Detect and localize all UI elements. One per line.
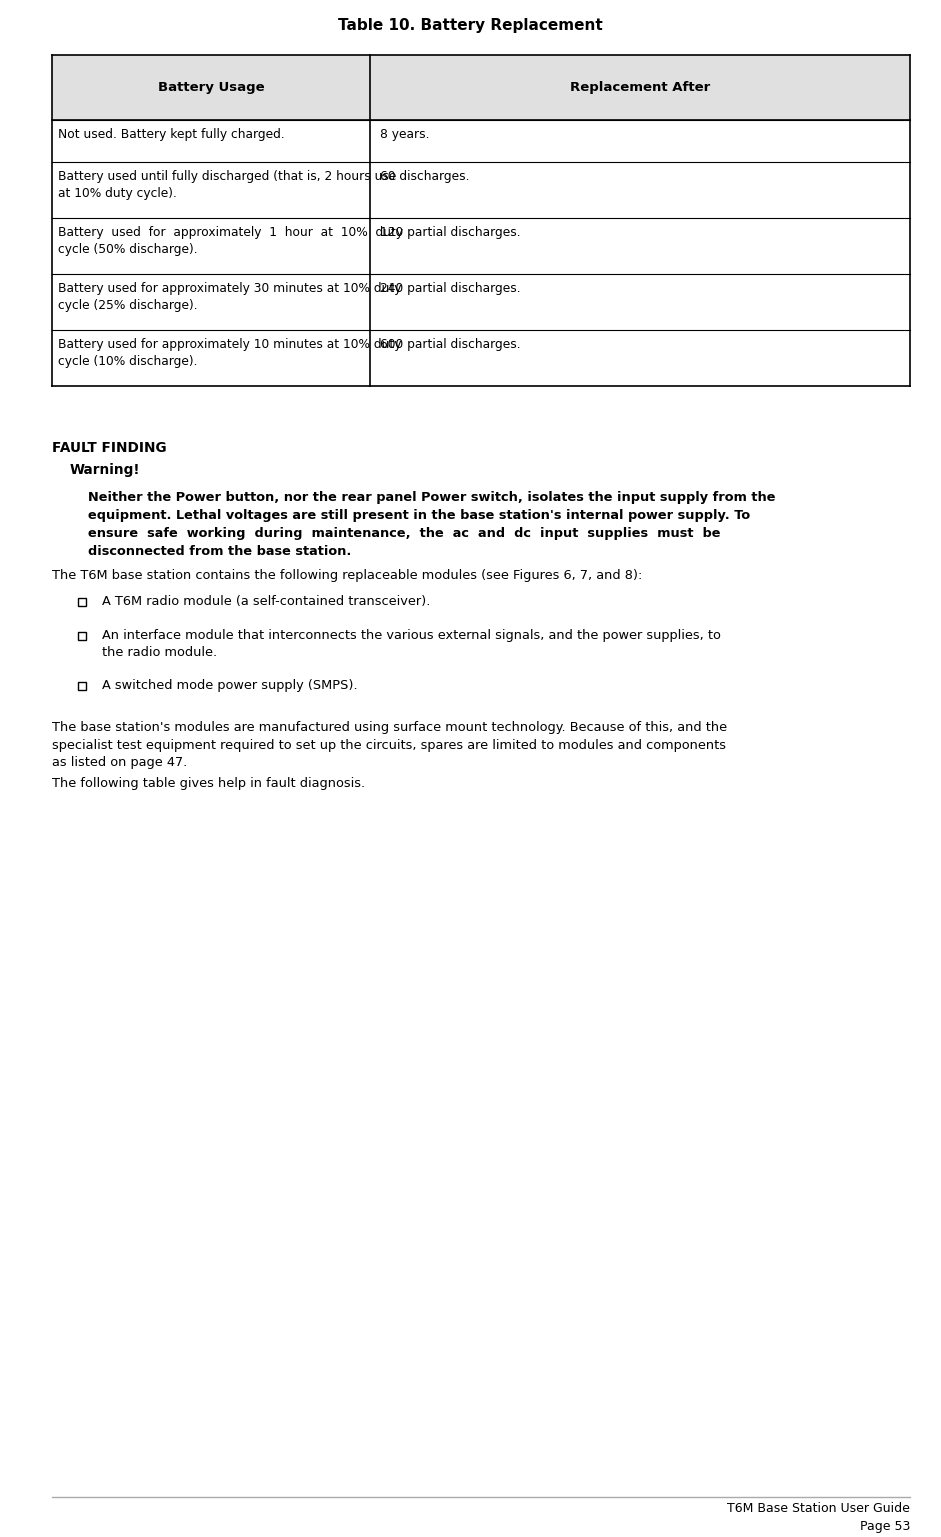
Text: 240 partial discharges.: 240 partial discharges. xyxy=(380,281,520,295)
Text: Replacement After: Replacement After xyxy=(570,81,710,94)
Text: The T6M base station contains the following replaceable modules (see Figures 6, : The T6M base station contains the follow… xyxy=(52,569,643,583)
Bar xyxy=(78,632,86,639)
Text: Battery  used  for  approximately  1  hour  at  10%  duty
cycle (50% discharge).: Battery used for approximately 1 hour at… xyxy=(58,226,403,255)
Text: 600 partial discharges.: 600 partial discharges. xyxy=(380,338,520,350)
Text: Battery used for approximately 30 minutes at 10% duty
cycle (25% discharge).: Battery used for approximately 30 minute… xyxy=(58,281,402,312)
Text: Not used. Battery kept fully charged.: Not used. Battery kept fully charged. xyxy=(58,128,285,141)
Bar xyxy=(78,598,86,606)
Text: FAULT FINDING: FAULT FINDING xyxy=(52,441,167,455)
Text: Battery used until fully discharged (that is, 2 hours use
at 10% duty cycle).: Battery used until fully discharged (tha… xyxy=(58,171,396,200)
Text: 120 partial discharges.: 120 partial discharges. xyxy=(380,226,520,238)
Text: An interface module that interconnects the various external signals, and the pow: An interface module that interconnects t… xyxy=(102,629,721,659)
Text: 60 discharges.: 60 discharges. xyxy=(380,171,470,183)
Text: The base station's modules are manufactured using surface mount technology. Beca: The base station's modules are manufactu… xyxy=(52,721,727,768)
Text: Neither the Power button, nor the rear panel Power switch, isolates the input su: Neither the Power button, nor the rear p… xyxy=(88,490,775,558)
Text: Battery used for approximately 10 minutes at 10% duty
cycle (10% discharge).: Battery used for approximately 10 minute… xyxy=(58,338,402,367)
Text: 8 years.: 8 years. xyxy=(380,128,429,141)
Text: T6M Base Station User Guide
Page 53: T6M Base Station User Guide Page 53 xyxy=(727,1502,910,1532)
Text: A switched mode power supply (SMPS).: A switched mode power supply (SMPS). xyxy=(102,679,358,692)
Text: Table 10. Battery Replacement: Table 10. Battery Replacement xyxy=(338,18,603,32)
Bar xyxy=(52,55,910,120)
Text: Battery Usage: Battery Usage xyxy=(158,81,264,94)
Text: The following table gives help in fault diagnosis.: The following table gives help in fault … xyxy=(52,778,365,790)
Text: Warning!: Warning! xyxy=(70,463,140,476)
Bar xyxy=(78,682,86,690)
Text: A T6M radio module (a self-contained transceiver).: A T6M radio module (a self-contained tra… xyxy=(102,595,430,609)
